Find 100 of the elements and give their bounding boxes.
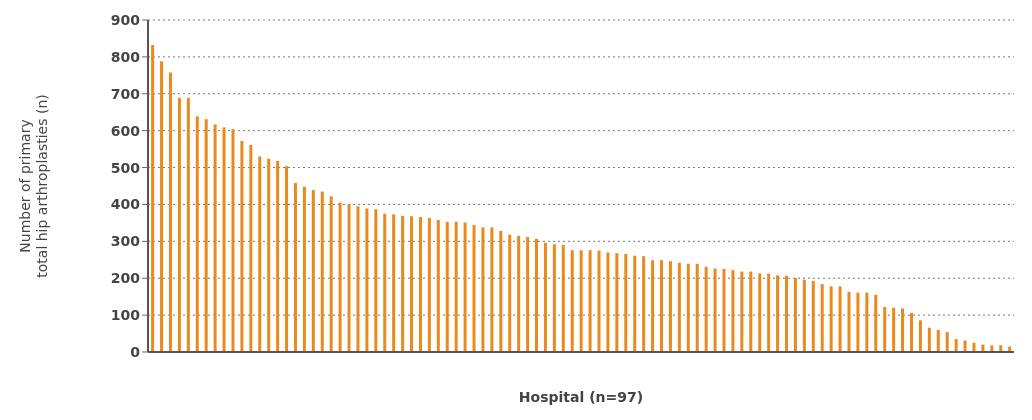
bar (517, 235, 521, 352)
y-axis-title: Number of primary total hip arthroplasties (n) (17, 94, 50, 278)
bar (651, 260, 655, 352)
bar (311, 190, 315, 352)
bar (918, 320, 922, 352)
bar (249, 145, 253, 352)
bar (660, 260, 664, 352)
bar (302, 186, 306, 352)
bar (588, 250, 592, 352)
bar (936, 329, 940, 352)
bar (856, 292, 860, 352)
bar (329, 196, 333, 352)
bar (776, 275, 780, 352)
bar (668, 261, 672, 352)
bar (820, 284, 824, 352)
bar (579, 250, 583, 352)
bar (472, 225, 476, 352)
bar (535, 238, 539, 352)
bar (490, 227, 494, 352)
bar (285, 166, 289, 352)
bar (990, 345, 994, 352)
bar (865, 292, 869, 352)
bar (597, 250, 601, 352)
bar (267, 158, 271, 352)
bar (401, 215, 405, 352)
bar (695, 263, 699, 352)
bar (909, 312, 913, 352)
bar (222, 127, 226, 352)
bar (526, 236, 530, 352)
bar (927, 327, 931, 352)
bar (892, 307, 896, 352)
bar (240, 141, 244, 352)
bar (954, 339, 958, 352)
bar (320, 191, 324, 352)
bar (231, 129, 235, 352)
bar (677, 262, 681, 352)
bar (293, 183, 297, 352)
bar (499, 231, 503, 352)
bar (615, 253, 619, 352)
bar (704, 266, 708, 352)
bar (874, 294, 878, 352)
bar (829, 286, 833, 352)
bar (365, 208, 369, 352)
bar (811, 280, 815, 352)
bar (481, 227, 485, 352)
bar (785, 275, 788, 352)
y-tick-label: 600 (110, 122, 141, 139)
bar (463, 222, 467, 352)
bar (374, 209, 378, 352)
bar (767, 273, 771, 352)
y-tick-label: 100 (110, 307, 141, 324)
bar (606, 252, 610, 352)
bar (258, 156, 262, 352)
bar (204, 119, 208, 352)
bar (561, 245, 565, 352)
y-tick-label: 0 (130, 343, 141, 360)
bar (552, 244, 556, 352)
bar (633, 255, 637, 352)
bar (749, 271, 753, 352)
y-tick-label: 200 (110, 270, 141, 287)
bar (758, 273, 762, 352)
bar (151, 45, 155, 352)
bar (999, 345, 1003, 352)
bar (168, 72, 172, 352)
bar (731, 270, 735, 352)
bar (418, 216, 422, 352)
bar (945, 332, 949, 352)
bar (901, 308, 905, 352)
bar (383, 213, 387, 352)
bar (508, 234, 512, 352)
bar (570, 250, 574, 352)
bar (276, 160, 280, 352)
bar (186, 97, 190, 352)
bar (642, 256, 646, 352)
bar (338, 202, 342, 352)
bar (883, 307, 887, 352)
y-tick-label: 900 (110, 11, 141, 28)
y-tick-label: 300 (110, 233, 141, 250)
bar (392, 214, 396, 352)
bar (686, 263, 690, 352)
bar (740, 271, 744, 352)
bar (454, 221, 458, 352)
bar (436, 219, 440, 352)
bar (543, 242, 547, 352)
bar (793, 277, 797, 352)
bar (160, 61, 164, 352)
bar (356, 206, 360, 352)
y-tick-label: 400 (110, 196, 141, 213)
bar (213, 124, 217, 352)
bar (177, 97, 181, 352)
y-tick-label: 500 (110, 159, 141, 176)
bar (838, 286, 842, 352)
bar (802, 279, 806, 352)
y-tick-label: 800 (110, 48, 141, 65)
x-axis-title: Hospital (n=97) (518, 389, 644, 405)
bar (624, 253, 628, 352)
bar (347, 204, 351, 352)
bar (847, 291, 851, 352)
bar (410, 216, 414, 352)
bar (722, 269, 726, 352)
